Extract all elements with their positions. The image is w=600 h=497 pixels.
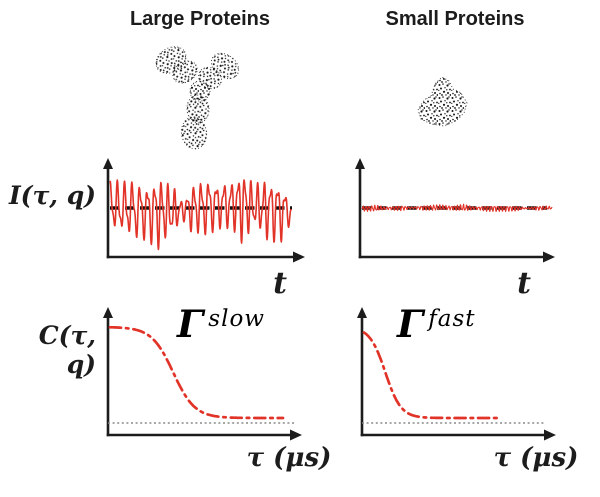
y-axis-arrow-icon xyxy=(103,307,113,318)
intensity-y-axis-label: I(τ, q) xyxy=(8,181,96,210)
x-axis-arrow-icon xyxy=(543,251,555,263)
time-axis-label-large: t xyxy=(273,266,287,301)
lag-axis-label-large: τ (μs) xyxy=(246,443,332,473)
intensity-plot-large xyxy=(103,158,305,263)
x-axis-arrow-icon xyxy=(544,429,556,441)
time-axis-label-small: t xyxy=(517,266,531,301)
antibody-y-protein-icon xyxy=(155,46,240,150)
intensity-trace xyxy=(361,203,553,213)
y-axis-arrow-icon xyxy=(355,158,365,169)
correlation-decay-curve xyxy=(108,325,285,420)
antibody-fc-stem xyxy=(180,116,208,150)
x-axis-arrow-icon xyxy=(290,429,302,441)
y-axis-arrow-icon xyxy=(103,158,113,169)
decay-rate-superscript: fast xyxy=(428,306,476,332)
x-axis-arrow-icon xyxy=(293,251,305,263)
column-title-small-proteins: Small Proteins xyxy=(385,8,525,30)
gamma-symbol: Γ xyxy=(397,302,424,346)
compact-globular-protein-icon xyxy=(417,76,468,127)
correlation-decay-curve xyxy=(362,331,503,420)
y-axis-arrow-icon xyxy=(357,307,367,318)
gamma-symbol: Γ xyxy=(177,302,204,346)
lag-axis-label-small: τ (μs) xyxy=(493,443,579,473)
correlation-y-axis-label: C(τ, q) xyxy=(38,321,96,379)
decay-rate-superscript: slow xyxy=(208,306,265,332)
intensity-trace xyxy=(109,179,292,251)
intensity-plot-small xyxy=(355,158,555,263)
column-title-large-proteins: Large Proteins xyxy=(129,8,271,30)
globular-protein-outline xyxy=(417,76,468,127)
correlation-plot-small xyxy=(357,307,556,441)
correlation-plot-large xyxy=(103,307,302,441)
